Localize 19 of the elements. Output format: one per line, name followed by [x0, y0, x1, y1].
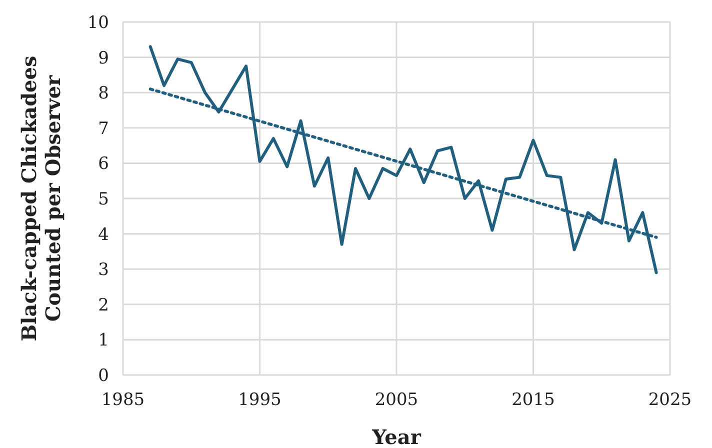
- x-tick-label: 2005: [374, 390, 418, 410]
- x-tick-label: 1985: [101, 390, 145, 410]
- y-tick-label: 1: [98, 330, 109, 351]
- y-tick-label: 2: [98, 295, 109, 316]
- x-axis-title: Year: [371, 425, 422, 448]
- x-tick-label: 1995: [238, 390, 282, 410]
- y-tick-label: 3: [98, 260, 109, 280]
- line-series: [148, 45, 658, 274]
- y-tick-label: 5: [98, 189, 109, 210]
- y-tick-label: 9: [98, 48, 109, 68]
- y-tick-label: 4: [98, 224, 109, 245]
- y-tick-label: 0: [98, 366, 109, 386]
- y-tick-label: 6: [98, 154, 109, 174]
- y-tick-label: 8: [98, 84, 109, 104]
- x-tick-label: 2015: [512, 390, 555, 410]
- y-tick-label: 10: [87, 12, 109, 33]
- x-tick-label: 2025: [648, 390, 692, 410]
- y-axis-title: Black-capped Chickadees Counted per Observer: [17, 56, 65, 342]
- y-tick-label: 7: [98, 118, 109, 139]
